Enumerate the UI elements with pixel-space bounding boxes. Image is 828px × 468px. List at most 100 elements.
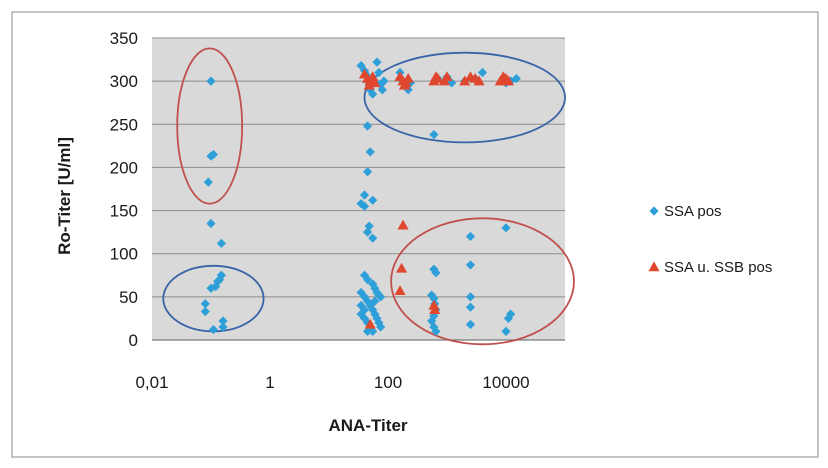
annotation-ellipses	[162, 47, 575, 346]
data-point-ssa-u-ssb-pos	[398, 79, 411, 90]
data-point-ssa-pos	[362, 121, 373, 131]
data-point-ssa-pos	[377, 85, 387, 95]
data-point-ssa-pos	[431, 268, 441, 278]
data-point-ssa-pos	[356, 61, 366, 71]
data-point-ssa-pos	[359, 305, 370, 315]
x-tick-label: 100	[374, 373, 402, 392]
data-point-ssa-pos	[429, 130, 439, 140]
series-ssa-u-ssb-pos	[358, 68, 515, 329]
data-points	[200, 57, 521, 336]
data-point-ssa-pos	[365, 147, 375, 157]
legend-marker-ssa-u-ssb-pos	[648, 261, 660, 272]
data-point-ssa-pos	[431, 326, 441, 336]
annotation-ellipse	[390, 217, 575, 346]
data-point-ssa-pos	[359, 201, 370, 211]
data-point-ssa-pos	[501, 326, 511, 336]
data-point-ssa-pos	[362, 167, 373, 177]
data-point-ssa-pos	[376, 322, 386, 332]
x-tick-label: 10000	[482, 373, 529, 392]
data-point-ssa-pos	[356, 199, 366, 209]
x-tick-label: 1	[265, 373, 274, 392]
data-point-ssa-u-ssb-pos	[502, 75, 515, 86]
legend-label-ssa-u-ssb-pos: SSA u. SSB pos	[664, 259, 772, 276]
data-point-ssa-pos	[218, 316, 228, 326]
data-point-ssa-pos	[368, 89, 378, 99]
data-point-ssa-pos	[465, 302, 476, 312]
x-axis-ticks: 0,01 1 100 10000	[135, 373, 529, 392]
data-point-ssa-pos	[506, 309, 516, 319]
data-point-ssa-pos	[206, 76, 216, 86]
data-point-ssa-pos	[200, 306, 210, 317]
data-point-ssa-u-ssb-pos	[402, 72, 414, 83]
y-tick-label: 350	[110, 29, 138, 48]
legend: SSA pos SSA u. SSB pos	[648, 203, 772, 276]
data-point-ssa-u-ssb-pos	[364, 318, 376, 329]
data-point-ssa-pos	[362, 227, 373, 237]
data-point-ssa-pos	[206, 283, 216, 293]
data-point-ssa-pos	[362, 326, 373, 336]
data-point-ssa-pos	[203, 177, 213, 187]
y-tick-label: 50	[119, 288, 138, 307]
data-point-ssa-u-ssb-pos	[394, 285, 406, 296]
data-point-ssa-pos	[213, 276, 223, 286]
data-point-ssa-pos	[356, 309, 366, 319]
data-point-ssa-pos	[368, 195, 378, 205]
y-tick-label: 250	[110, 115, 138, 134]
legend-item-ssa-u-ssb-pos: SSA u. SSB pos	[648, 259, 772, 276]
data-point-ssa-pos	[503, 313, 514, 324]
data-point-ssa-u-ssb-pos	[441, 71, 453, 82]
legend-marker-ssa-pos	[649, 206, 659, 216]
legend-item-ssa-pos: SSA pos	[649, 203, 722, 220]
data-point-ssa-u-ssb-pos	[459, 75, 471, 86]
data-point-ssa-pos	[501, 223, 511, 233]
data-point-ssa-pos	[370, 309, 380, 319]
legend-label-ssa-pos: SSA pos	[664, 203, 722, 220]
annotation-ellipse	[363, 51, 566, 144]
data-point-ssa-u-ssb-pos	[429, 304, 441, 314]
data-point-ssa-u-ssb-pos	[428, 299, 440, 310]
data-point-ssa-u-ssb-pos	[397, 219, 409, 230]
y-tick-label: 0	[129, 331, 138, 350]
gridlines	[152, 37, 565, 341]
data-point-ssa-pos	[218, 322, 228, 332]
data-point-ssa-pos	[356, 287, 366, 298]
y-tick-label: 200	[110, 158, 138, 177]
y-tick-label: 150	[110, 202, 138, 221]
y-tick-label: 300	[110, 72, 138, 91]
data-point-ssa-pos	[429, 322, 439, 332]
data-point-ssa-u-ssb-pos	[395, 262, 408, 273]
data-point-ssa-pos	[368, 326, 378, 336]
y-axis-ticks: 0 50 100 150 200 250 300 350	[110, 29, 138, 350]
data-point-ssa-pos	[465, 260, 476, 270]
data-point-ssa-pos	[216, 238, 226, 248]
data-point-ssa-pos	[206, 218, 216, 229]
data-point-ssa-pos	[208, 149, 219, 160]
data-point-ssa-pos	[465, 319, 476, 330]
data-point-ssa-pos	[376, 79, 386, 90]
x-tick-label: 0,01	[135, 373, 168, 392]
data-point-ssa-pos	[374, 67, 384, 78]
data-point-ssa-pos	[368, 233, 378, 243]
data-point-ssa-pos	[370, 296, 380, 306]
data-point-ssa-pos	[362, 275, 373, 285]
data-point-ssa-pos	[405, 78, 416, 88]
data-point-ssa-pos	[362, 296, 373, 306]
data-point-ssa-u-ssb-pos	[473, 75, 485, 86]
annotation-ellipse	[176, 47, 244, 205]
data-point-ssa-u-ssb-pos	[369, 77, 381, 88]
x-axis-title: ANA-Titer	[328, 416, 407, 435]
y-tick-label: 100	[110, 245, 138, 264]
data-point-ssa-pos	[359, 190, 370, 200]
data-point-ssa-pos	[429, 264, 439, 274]
data-point-ssa-pos	[477, 67, 488, 78]
plot-area	[152, 38, 565, 340]
data-point-ssa-pos	[372, 313, 382, 324]
data-point-ssa-pos	[465, 231, 476, 242]
data-point-ssa-pos	[429, 311, 439, 321]
data-point-ssa-pos	[379, 76, 389, 86]
data-point-ssa-pos	[372, 57, 382, 67]
data-point-ssa-pos	[208, 325, 219, 335]
data-point-ssa-pos	[200, 299, 210, 309]
